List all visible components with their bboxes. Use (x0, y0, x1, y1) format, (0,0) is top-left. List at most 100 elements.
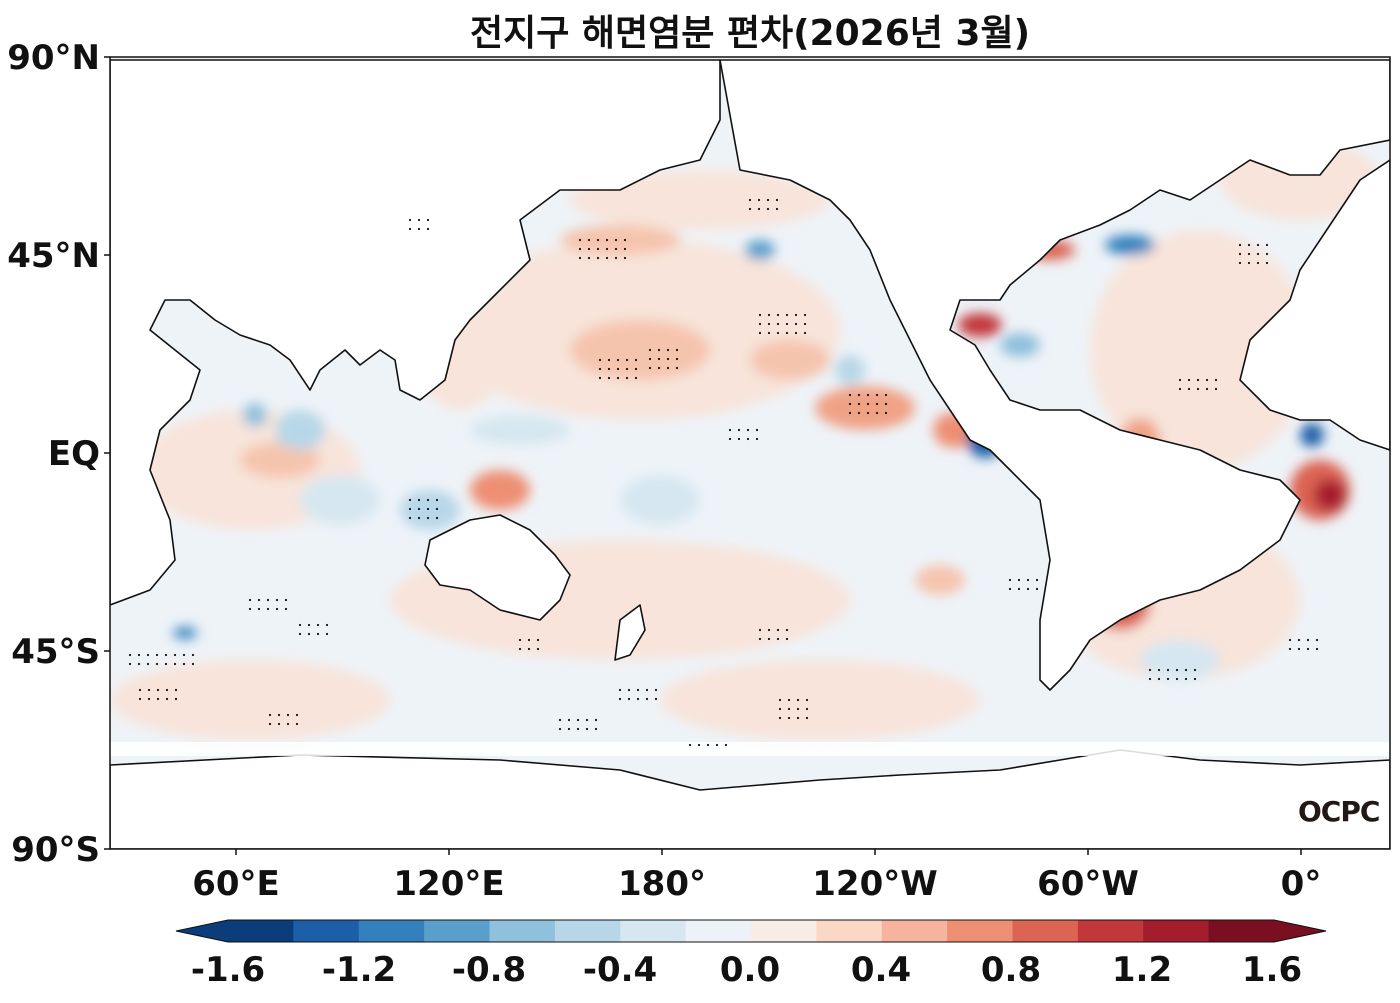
stipple-dot (1017, 578, 1021, 582)
significance-stipple (128, 198, 1319, 747)
stipple-dot (137, 662, 141, 666)
stipple-dot (857, 411, 861, 415)
stipple-dot (758, 637, 762, 641)
stipple-dot (518, 647, 522, 651)
stipple-dot (657, 357, 661, 361)
stipple-dot (1148, 677, 1152, 681)
colorbar-extend-low (176, 920, 228, 942)
stipple-dot (767, 628, 771, 632)
stipple-dot (1238, 252, 1242, 256)
stipple-dot (848, 393, 852, 397)
stipple-dot (766, 198, 770, 202)
stipple-dot (1288, 647, 1292, 651)
stipple-dot (417, 218, 421, 222)
stipple-dot (138, 688, 142, 692)
stipple-dot (884, 411, 888, 415)
stipple-dot (1166, 668, 1170, 672)
stipple-dot (156, 697, 160, 701)
stipple-dot (527, 647, 531, 651)
stipple-dot (623, 247, 627, 251)
stipple-dot (277, 722, 281, 726)
cb-tick-5: 0.4 (850, 950, 912, 990)
stipple-dot (598, 358, 602, 362)
cb-tick-8: 1.6 (1241, 950, 1303, 990)
stipple-dot (1008, 578, 1012, 582)
stipple-dot (165, 697, 169, 701)
stipple-dot (174, 688, 178, 692)
stipple-dot (1288, 638, 1292, 642)
land-americas (719, 59, 1390, 691)
stipple-dot (1193, 677, 1197, 681)
stipple-dot (618, 697, 622, 701)
stipple-dot (147, 688, 151, 692)
stipple-dot (307, 623, 311, 627)
stipple-dot (576, 727, 580, 731)
stipple-dot (558, 727, 562, 731)
stipple-dot (778, 698, 782, 702)
stipple-dot (755, 428, 759, 432)
stipple-dot (1166, 677, 1170, 681)
stipple-dot (748, 198, 752, 202)
stipple-dot (426, 516, 430, 520)
stipple-dot (164, 662, 168, 666)
cb-tick-3: -0.4 (582, 950, 658, 990)
stipple-dot (1214, 378, 1218, 382)
stipple-dot (587, 247, 591, 251)
stipple-dot (576, 718, 580, 722)
stipple-dot (585, 727, 589, 731)
stipple-dot (636, 688, 640, 692)
stipple-dot (578, 238, 582, 242)
stipple-dot (728, 428, 732, 432)
stipple-dot (623, 238, 627, 242)
stipple-dot (295, 722, 299, 726)
stipple-dot (1017, 587, 1021, 591)
stipple-dot (776, 313, 780, 317)
stipple-dot (1238, 261, 1242, 265)
stipple-dot (675, 348, 679, 352)
stipple-dot (675, 357, 679, 361)
stipple-dot (567, 718, 571, 722)
colorbar-bin (554, 920, 621, 942)
land-new-zealand (614, 604, 646, 661)
stipple-dot (191, 662, 195, 666)
stipple-dot (758, 313, 762, 317)
stipple-dot (616, 367, 620, 371)
stipple-dot (627, 688, 631, 692)
stipple-dot (284, 598, 288, 602)
stipple-dot (666, 348, 670, 352)
stipple-dot (316, 623, 320, 627)
cb-tick-7: 1.2 (1111, 950, 1173, 990)
stipple-dot (598, 376, 602, 380)
stipple-dot (435, 498, 439, 502)
stipple-dot (1196, 378, 1200, 382)
stipple-dot (1187, 387, 1191, 391)
stipple-dot (286, 722, 290, 726)
stipple-dot (796, 707, 800, 711)
stipple-dot (724, 743, 728, 747)
stipple-dot (277, 713, 281, 717)
stipple-dot (776, 637, 780, 641)
stipple-dot (618, 688, 622, 692)
stipple-dot (767, 322, 771, 326)
stipple-dot (787, 707, 791, 711)
stipple-dot (146, 653, 150, 657)
stipple-dot (1148, 668, 1152, 672)
stipple-dot (794, 322, 798, 326)
stipple-dot (248, 598, 252, 602)
stipple-dot (728, 437, 732, 441)
cb-tick-1: -1.2 (321, 950, 397, 990)
stipple-dot (527, 638, 531, 642)
stipple-dot (785, 322, 789, 326)
y-tick-90n: 90°N (7, 38, 100, 78)
stipple-dot (1265, 252, 1269, 256)
stipple-dot (1265, 243, 1269, 247)
stipple-dot (298, 632, 302, 636)
stipple-dot (616, 376, 620, 380)
stipple-dot (316, 632, 320, 636)
cb-tick-0: -1.6 (190, 950, 266, 990)
stipple-dot (284, 607, 288, 611)
stipple-dot (1184, 677, 1188, 681)
stipple-dot (408, 498, 412, 502)
stipple-dot (567, 727, 571, 731)
x-tick-60w: 60°W (1037, 864, 1139, 904)
